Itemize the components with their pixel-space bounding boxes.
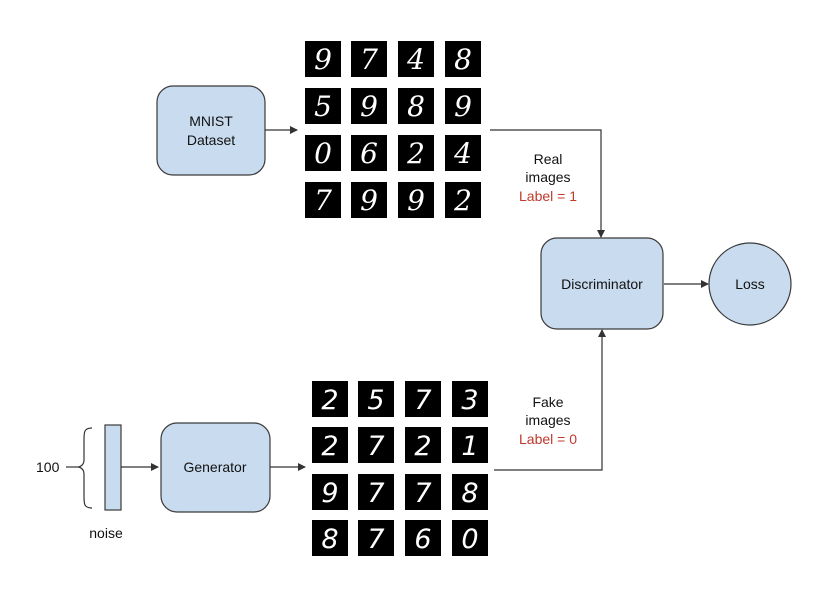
loss-node: Loss (708, 242, 792, 326)
digit-tile (445, 182, 481, 218)
digit-glyph: 7 (367, 524, 384, 555)
discriminator-label: Discriminator (561, 276, 643, 292)
digit-glyph: 9 (321, 478, 338, 509)
digit-tile (312, 520, 348, 556)
digit-glyph: 8 (454, 43, 472, 76)
digit-glyph: 2 (406, 137, 425, 170)
digit-glyph: 4 (406, 43, 425, 76)
digit-tile (405, 381, 441, 417)
digit-glyph: 9 (314, 43, 332, 76)
real-images-line-2: images (525, 169, 570, 185)
digit-glyph: 4 (453, 137, 472, 170)
digit-tile (305, 41, 341, 77)
digit-glyph: 6 (414, 524, 431, 555)
digit-glyph: 9 (407, 184, 425, 217)
digit-tile (405, 427, 441, 463)
noise-vector-bar (104, 424, 122, 511)
digit-tile (351, 182, 387, 218)
mnist-dataset-node: MNIST Dataset (156, 85, 266, 176)
digit-glyph: 2 (453, 184, 472, 217)
digit-glyph: 2 (321, 431, 338, 462)
digit-tile (312, 381, 348, 417)
mnist-dataset-label-line-2: Dataset (187, 132, 235, 148)
fake-images-line-1: Fake (532, 394, 563, 410)
discriminator-box (540, 237, 664, 330)
noise-brace (77, 427, 93, 509)
digit-tile (398, 135, 434, 171)
digit-tile (312, 427, 348, 463)
digit-tile (312, 474, 348, 510)
digit-tile (358, 520, 394, 556)
fake-label-value: Label = 0 (519, 431, 577, 447)
digit-tile (445, 41, 481, 77)
digit-glyph: 2 (321, 385, 338, 416)
real-digit-grid: 9 7 4 8 5 9 8 9 0 6 2 4 7 9 9 2 (305, 41, 481, 218)
noise-dimension-label: 100 (36, 459, 60, 475)
digit-tile (405, 520, 441, 556)
digit-tile (398, 41, 434, 77)
digit-tile (398, 88, 434, 124)
digit-tile (452, 520, 488, 556)
digit-tile (351, 88, 387, 124)
digit-glyph: 9 (360, 184, 378, 217)
digit-glyph: 1 (461, 431, 478, 462)
digit-tile (398, 182, 434, 218)
digit-glyph: 9 (454, 90, 472, 123)
real-images-line-1: Real (534, 151, 563, 167)
digit-tile (358, 381, 394, 417)
noise-vector: 100 noise (36, 424, 123, 541)
real-label-value: Label = 1 (519, 188, 577, 204)
digit-tile (305, 88, 341, 124)
digit-tile (445, 88, 481, 124)
fake-images-to-discriminator-arrow (494, 329, 606, 471)
fake-images-annotation: Fake images Label = 0 (519, 394, 577, 447)
digit-glyph: 2 (414, 431, 431, 462)
digit-glyph: 0 (461, 524, 478, 555)
digit-glyph: 7 (414, 385, 431, 416)
digit-tile (452, 474, 488, 510)
digit-glyph: 9 (360, 90, 378, 123)
loss-label: Loss (735, 276, 765, 292)
noise-label: noise (89, 525, 123, 541)
digit-glyph: 7 (314, 184, 332, 217)
digit-glyph: 8 (461, 478, 478, 509)
digit-glyph: 3 (461, 385, 478, 416)
digit-tile (358, 474, 394, 510)
digit-tile (351, 41, 387, 77)
fake-digit-grid: 2 5 7 3 2 7 2 1 9 7 7 8 8 7 6 0 (312, 381, 488, 556)
digit-tile (445, 135, 481, 171)
digit-glyph: 7 (367, 431, 384, 462)
digit-glyph: 5 (314, 90, 332, 123)
digit-glyph: 8 (407, 90, 425, 123)
digit-glyph: 7 (367, 478, 384, 509)
mnist-dataset-box (156, 85, 266, 176)
digit-glyph: 0 (314, 137, 332, 170)
mnist-dataset-label-line-1: MNIST (189, 113, 233, 129)
digit-tile (452, 427, 488, 463)
real-images-annotation: Real images Label = 1 (519, 151, 577, 204)
digit-tile (351, 135, 387, 171)
discriminator-node: Discriminator (540, 237, 664, 330)
digit-glyph: 5 (367, 385, 384, 416)
digit-tile (358, 427, 394, 463)
digit-glyph: 8 (321, 524, 338, 555)
digit-glyph: 6 (360, 137, 378, 170)
generator-label: Generator (183, 459, 246, 475)
digit-tile (305, 135, 341, 171)
generator-box (160, 422, 271, 513)
digit-glyph: 7 (414, 478, 431, 509)
digit-tile (405, 474, 441, 510)
fake-images-line-2: images (525, 412, 570, 428)
loss-circle (708, 242, 792, 326)
digit-tile (452, 381, 488, 417)
digit-tile (305, 182, 341, 218)
digit-glyph: 7 (360, 43, 378, 76)
real-images-to-discriminator-arrow (490, 129, 605, 238)
generator-node: Generator (160, 422, 271, 513)
